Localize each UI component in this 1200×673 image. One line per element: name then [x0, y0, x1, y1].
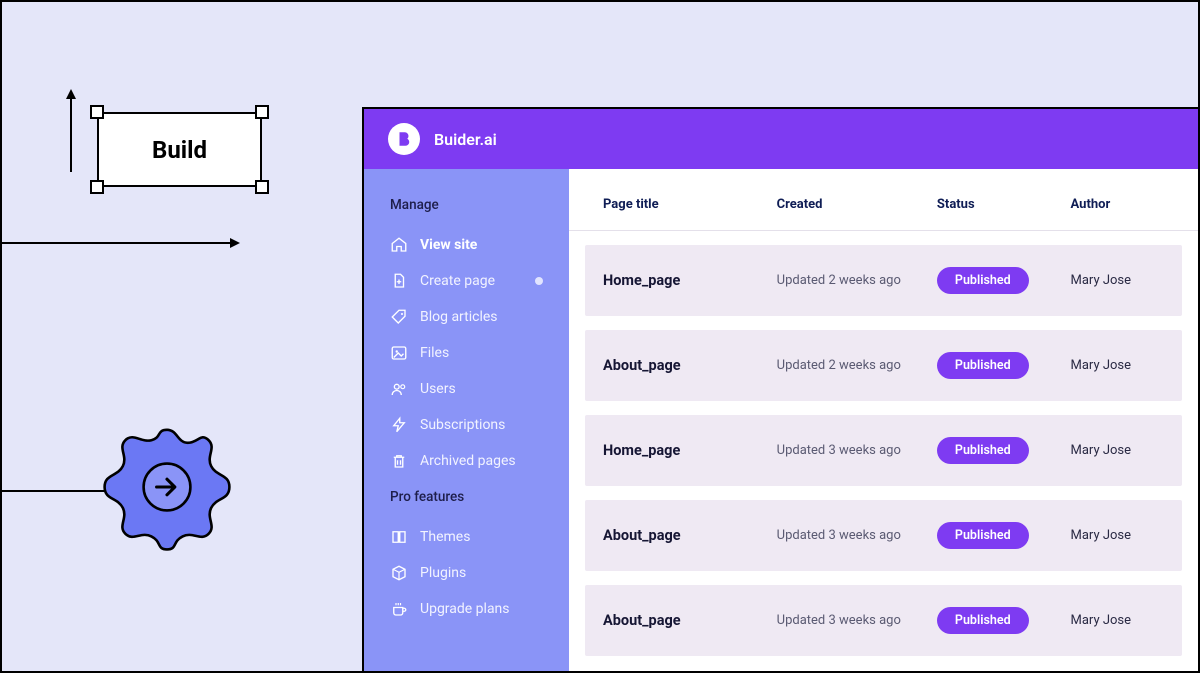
column-author[interactable]: Author — [1071, 197, 1165, 212]
coffee-icon — [390, 600, 408, 618]
diagram-build-group: Build — [62, 102, 272, 202]
sidebar-item-archived-pages[interactable]: Archived pages — [364, 443, 569, 479]
sidebar-item-create-page[interactable]: Create page — [364, 263, 569, 299]
sidebar-item-label: Subscriptions — [420, 417, 505, 433]
row-status-cell: Published — [937, 352, 1071, 379]
table-row[interactable]: Home_pageUpdated 3 weeks agoPublished Mar… — [585, 415, 1182, 486]
table-row[interactable]: About_pageUpdated 2 weeks agoPublished Ma… — [585, 330, 1182, 401]
sidebar-item-label: Plugins — [420, 565, 466, 581]
sidebar-item-label: Create page — [420, 273, 495, 289]
row-status-cell: Published — [937, 522, 1071, 549]
row-status-cell: Published — [937, 437, 1071, 464]
bolt-icon — [390, 416, 408, 434]
file-plus-icon — [390, 272, 408, 290]
sidebar-item-users[interactable]: Users — [364, 371, 569, 407]
sidebar-item-label: Files — [420, 345, 449, 361]
status-badge: Published — [937, 352, 1029, 379]
sidebar-item-subscriptions[interactable]: Subscriptions — [364, 407, 569, 443]
status-badge: Published — [937, 522, 1029, 549]
app-window: Buider.ai Manage View site Create page Blog… — [362, 107, 1200, 673]
row-status-cell: Published — [937, 607, 1071, 634]
home-icon — [390, 236, 408, 254]
sidebar: Manage View site Create page Blog articles F… — [364, 169, 569, 671]
row-page-title: Home_page — [603, 442, 777, 459]
build-box-label: Build — [152, 136, 207, 164]
status-badge: Published — [937, 607, 1029, 634]
image-icon — [390, 344, 408, 362]
row-created: Updated 3 weeks ago — [777, 443, 937, 458]
diagram-gear-group — [2, 422, 232, 572]
row-created: Updated 3 weeks ago — [777, 528, 937, 543]
status-badge: Published — [937, 437, 1029, 464]
sidebar-item-label: View site — [420, 237, 477, 253]
cube-icon — [390, 564, 408, 582]
gear-icon — [102, 422, 232, 552]
column-created[interactable]: Created — [777, 197, 937, 212]
sidebar-item-label: Blog articles — [420, 309, 498, 325]
row-author: Mary Jose — [1071, 273, 1165, 288]
row-created: Updated 2 weeks ago — [777, 273, 937, 288]
row-author: Mary Jose — [1071, 443, 1165, 458]
sidebar-item-files[interactable]: Files — [364, 335, 569, 371]
column-status[interactable]: Status — [937, 197, 1071, 212]
row-page-title: About_page — [603, 357, 777, 374]
table-row[interactable]: About_pageUpdated 3 weeks agoPublished Ma… — [585, 585, 1182, 656]
brand-logo-icon — [388, 123, 420, 155]
resize-handle-bottom-right — [255, 180, 269, 194]
sidebar-section-label: Pro features — [364, 479, 569, 519]
sidebar-item-blog-articles[interactable]: Blog articles — [364, 299, 569, 335]
sidebar-section-label: Manage — [364, 187, 569, 227]
row-page-title: About_page — [603, 527, 777, 544]
row-page-title: Home_page — [603, 272, 777, 289]
row-author: Mary Jose — [1071, 613, 1165, 628]
resize-handle-top-left — [90, 105, 104, 119]
table-rows: Home_pageUpdated 2 weeks agoPublishedMar… — [569, 231, 1198, 656]
table-row[interactable]: Home_pageUpdated 2 weeks agoPublished Mar… — [585, 245, 1182, 316]
trash-icon — [390, 452, 408, 470]
titlebar: Buider.ai — [364, 109, 1198, 169]
brand-name: Buider.ai — [434, 130, 497, 149]
arrow-right-icon — [2, 242, 232, 244]
tag-icon — [390, 308, 408, 326]
arrow-up-icon — [70, 97, 72, 172]
status-badge: Published — [937, 267, 1029, 294]
row-status-cell: Published — [937, 267, 1071, 294]
book-icon — [390, 528, 408, 546]
table-header: Page title Created Status Author — [569, 169, 1198, 231]
sidebar-item-label: Users — [420, 381, 456, 397]
resize-handle-bottom-left — [90, 180, 104, 194]
sidebar-item-label: Upgrade plans — [420, 601, 510, 617]
table-row[interactable]: About_pageUpdated 3 weeks agoPublished Ma… — [585, 500, 1182, 571]
build-box: Build — [97, 112, 262, 187]
sidebar-item-label: Archived pages — [420, 453, 516, 469]
resize-handle-top-right — [255, 105, 269, 119]
sidebar-item-upgrade-plans[interactable]: Upgrade plans — [364, 591, 569, 627]
notification-dot-icon — [535, 277, 543, 285]
row-created: Updated 3 weeks ago — [777, 613, 937, 628]
sidebar-item-view-site[interactable]: View site — [364, 227, 569, 263]
users-icon — [390, 380, 408, 398]
sidebar-item-themes[interactable]: Themes — [364, 519, 569, 555]
main-content: Page title Created Status Author Home_pa… — [569, 169, 1198, 671]
sidebar-item-plugins[interactable]: Plugins — [364, 555, 569, 591]
row-page-title: About_page — [603, 612, 777, 629]
column-page-title[interactable]: Page title — [603, 197, 777, 212]
row-created: Updated 2 weeks ago — [777, 358, 937, 373]
sidebar-item-label: Themes — [420, 529, 470, 545]
row-author: Mary Jose — [1071, 528, 1165, 543]
row-author: Mary Jose — [1071, 358, 1165, 373]
